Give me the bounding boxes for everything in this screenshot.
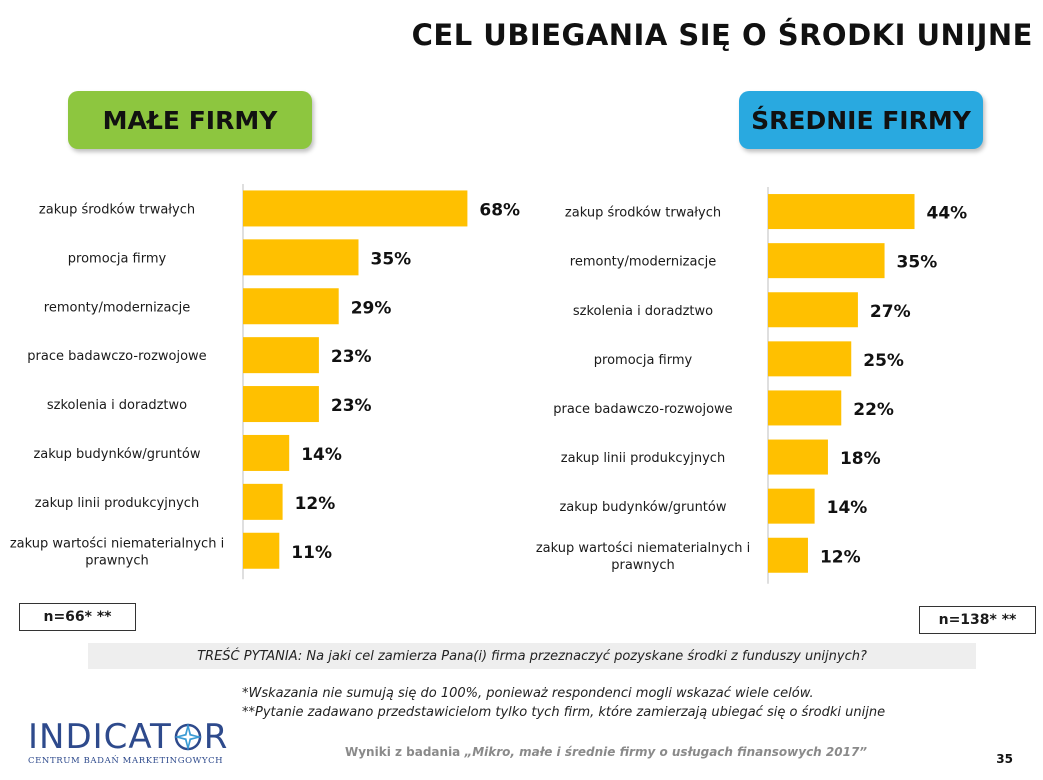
logo-name-left: INDICAT bbox=[28, 717, 172, 757]
bar bbox=[243, 239, 359, 276]
category-label: zakup budynków/gruntów bbox=[559, 500, 726, 515]
small-firms-bar-chart: 68% zakup środków trwałych 35% promocja fir… bbox=[10, 184, 520, 580]
value-label: 27% bbox=[870, 302, 911, 322]
category-label: prace badawczo-rozwojowe bbox=[27, 349, 206, 364]
category-label: zakup linii produkcyjnych bbox=[561, 451, 725, 466]
category-label: zakup budynków/gruntów bbox=[33, 447, 200, 462]
bar bbox=[768, 488, 815, 524]
compass-star-icon bbox=[173, 722, 203, 752]
logo-subtitle: CENTRUM BADAŃ MARKETINGOWYCH bbox=[28, 756, 224, 766]
value-label: 18% bbox=[840, 449, 881, 469]
question-text: TREŚĆ PYTANIA: Na jaki cel zamierza Pana… bbox=[197, 648, 867, 664]
bar bbox=[768, 390, 842, 426]
bar bbox=[768, 439, 828, 475]
logo-wordmark: INDICAT R bbox=[28, 719, 228, 755]
value-label: 22% bbox=[853, 400, 894, 420]
value-label: 12% bbox=[295, 494, 336, 514]
medium-firms-sample-size: n=138* ** bbox=[919, 606, 1036, 634]
value-label: 35% bbox=[371, 249, 412, 269]
value-label: 44% bbox=[927, 204, 968, 224]
small-firms-sample-text: n=66* ** bbox=[43, 609, 112, 625]
bar bbox=[768, 243, 885, 279]
footnotes: *Wskazania nie sumują się do 100%, ponie… bbox=[242, 684, 885, 722]
medium-firms-sample-text: n=138* ** bbox=[938, 612, 1017, 628]
category-label: prace badawczo-rozwojowe bbox=[553, 402, 732, 417]
medium-firms-bar-chart: 44% zakup środków trwałych 35% remonty/mode… bbox=[536, 187, 968, 584]
bar bbox=[243, 532, 280, 569]
value-label: 35% bbox=[897, 253, 938, 273]
value-label: 25% bbox=[863, 351, 904, 371]
small-firms-label-text: MAŁE FIRMY bbox=[102, 105, 278, 135]
value-label: 11% bbox=[291, 543, 332, 563]
value-label: 68% bbox=[479, 200, 520, 220]
small-firms-sample-size: n=66* ** bbox=[19, 603, 136, 631]
category-label: remonty/modernizacje bbox=[44, 300, 190, 315]
bar bbox=[243, 386, 319, 423]
footnote-2: **Pytanie zadawano przedstawicielom tylk… bbox=[242, 705, 886, 720]
category-label: zakup wartości niematerialnych i prawnych bbox=[10, 536, 224, 568]
footnote-1: *Wskazania nie sumują się do 100%, ponie… bbox=[242, 686, 814, 701]
bar bbox=[768, 292, 858, 328]
category-label: zakup linii produkcyjnych bbox=[35, 496, 199, 511]
source-prefix: Wyniki z badania bbox=[345, 745, 465, 759]
medium-firms-label: ŚREDNIE FIRMY bbox=[739, 91, 983, 149]
category-label: zakup środków trwałych bbox=[39, 202, 195, 217]
category-label: zakup wartości niematerialnych i prawnych bbox=[536, 541, 750, 573]
question-bar: TREŚĆ PYTANIA: Na jaki cel zamierza Pana… bbox=[88, 643, 976, 669]
bar bbox=[768, 537, 808, 573]
bar bbox=[243, 434, 290, 471]
logo-name-right: R bbox=[203, 717, 229, 757]
slide-title: CEL UBIEGANIA SIĘ O ŚRODKI UNIJNE bbox=[411, 18, 1033, 52]
bar bbox=[243, 288, 339, 325]
category-label: szkolenia i doradztwo bbox=[573, 304, 713, 319]
medium-firms-label-text: ŚREDNIE FIRMY bbox=[751, 105, 971, 135]
value-label: 23% bbox=[331, 396, 372, 416]
category-label: promocja firmy bbox=[594, 353, 693, 368]
indicator-logo: INDICAT R CENTRUM BADAŃ MARKETINGOWYCH bbox=[28, 719, 228, 766]
category-label: szkolenia i doradztwo bbox=[47, 398, 187, 413]
page-number: 35 bbox=[996, 752, 1013, 766]
bar bbox=[243, 337, 319, 374]
category-label: zakup środków trwałych bbox=[565, 206, 721, 221]
small-firms-label: MAŁE FIRMY bbox=[68, 91, 312, 149]
bar bbox=[243, 190, 468, 227]
value-label: 29% bbox=[351, 298, 392, 318]
bar bbox=[768, 194, 915, 230]
bar bbox=[768, 341, 852, 377]
source-note: Wyniki z badania „Mikro, małe i średnie … bbox=[345, 745, 867, 759]
bar bbox=[243, 483, 283, 520]
value-label: 14% bbox=[301, 445, 342, 465]
category-label: remonty/modernizacje bbox=[570, 255, 716, 270]
value-label: 14% bbox=[827, 498, 868, 518]
value-label: 23% bbox=[331, 347, 372, 367]
value-label: 12% bbox=[820, 547, 861, 567]
source-title: „Mikro, małe i średnie firmy o usługach … bbox=[464, 745, 868, 759]
category-label: promocja firmy bbox=[68, 251, 167, 266]
